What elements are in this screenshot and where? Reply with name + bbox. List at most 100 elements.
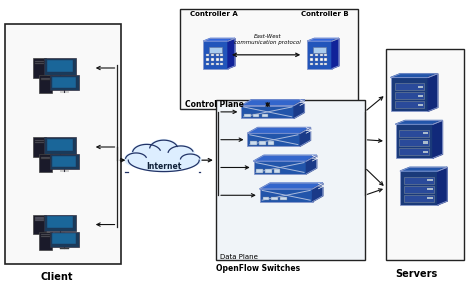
Bar bbox=[313, 47, 327, 53]
Bar bbox=[33, 58, 46, 78]
Bar bbox=[418, 86, 423, 88]
Bar bbox=[315, 59, 318, 61]
Polygon shape bbox=[203, 39, 235, 41]
Bar bbox=[55, 155, 65, 156]
Bar bbox=[35, 140, 45, 141]
Polygon shape bbox=[332, 39, 339, 69]
Bar bbox=[216, 59, 219, 61]
Bar bbox=[35, 142, 45, 143]
Bar bbox=[55, 76, 65, 77]
Bar bbox=[427, 188, 433, 190]
Text: Controller A: Controller A bbox=[190, 11, 237, 17]
Bar bbox=[244, 113, 251, 117]
Bar bbox=[52, 156, 76, 167]
Bar bbox=[47, 139, 73, 151]
Bar bbox=[259, 141, 265, 145]
Bar bbox=[52, 76, 76, 88]
Bar bbox=[310, 63, 313, 65]
Bar bbox=[47, 60, 73, 72]
Bar bbox=[216, 100, 365, 260]
Bar bbox=[41, 156, 50, 158]
Bar bbox=[41, 234, 50, 235]
Bar bbox=[50, 75, 79, 91]
Text: Servers: Servers bbox=[395, 269, 438, 279]
Bar bbox=[203, 41, 228, 69]
Bar bbox=[324, 54, 327, 56]
Bar bbox=[180, 9, 357, 109]
Bar bbox=[250, 141, 257, 145]
Bar bbox=[52, 233, 76, 244]
Bar bbox=[394, 92, 424, 99]
Bar bbox=[319, 54, 322, 56]
Bar bbox=[319, 59, 322, 61]
Bar bbox=[35, 61, 45, 62]
Bar bbox=[418, 95, 423, 97]
Bar bbox=[254, 161, 306, 174]
Bar bbox=[324, 59, 327, 61]
Bar bbox=[247, 133, 300, 146]
Text: Internet: Internet bbox=[146, 161, 182, 171]
Bar bbox=[394, 83, 424, 90]
Bar bbox=[262, 113, 268, 117]
Bar bbox=[35, 219, 45, 220]
Polygon shape bbox=[391, 74, 438, 78]
Polygon shape bbox=[306, 155, 317, 174]
Bar bbox=[315, 63, 318, 65]
Bar bbox=[308, 41, 332, 69]
Bar bbox=[44, 58, 76, 75]
Bar bbox=[256, 169, 263, 173]
Polygon shape bbox=[228, 39, 235, 69]
Bar bbox=[211, 59, 214, 61]
Bar bbox=[33, 215, 46, 234]
Bar bbox=[220, 54, 223, 56]
Polygon shape bbox=[400, 167, 447, 171]
Text: East-West
communication protocol: East-West communication protocol bbox=[234, 34, 301, 45]
Ellipse shape bbox=[180, 154, 201, 166]
Bar bbox=[241, 106, 294, 118]
Bar bbox=[422, 141, 428, 143]
Polygon shape bbox=[308, 39, 339, 41]
Bar bbox=[399, 139, 429, 146]
Bar bbox=[33, 137, 46, 157]
Bar bbox=[211, 63, 214, 65]
Polygon shape bbox=[438, 167, 447, 205]
Bar bbox=[35, 63, 45, 64]
Bar bbox=[395, 124, 433, 158]
Bar bbox=[253, 113, 259, 117]
Bar bbox=[399, 130, 429, 137]
Bar bbox=[427, 179, 433, 181]
Bar bbox=[268, 141, 274, 145]
Bar bbox=[427, 197, 433, 199]
Bar bbox=[280, 197, 287, 201]
Ellipse shape bbox=[128, 149, 199, 172]
Bar bbox=[41, 79, 50, 81]
Bar bbox=[39, 231, 52, 250]
Bar bbox=[206, 54, 209, 56]
Bar bbox=[260, 189, 312, 202]
Text: Control Plane: Control Plane bbox=[185, 100, 244, 109]
Bar bbox=[50, 231, 79, 247]
Polygon shape bbox=[247, 128, 310, 133]
Bar bbox=[310, 59, 313, 61]
Bar bbox=[211, 54, 214, 56]
Bar bbox=[422, 151, 428, 153]
Ellipse shape bbox=[167, 146, 194, 161]
Polygon shape bbox=[241, 100, 304, 106]
Bar bbox=[319, 63, 322, 65]
Bar bbox=[216, 63, 219, 65]
Bar bbox=[391, 78, 428, 111]
Polygon shape bbox=[428, 74, 438, 111]
Polygon shape bbox=[260, 183, 323, 189]
Bar bbox=[209, 47, 222, 53]
Bar bbox=[400, 171, 438, 205]
Bar bbox=[418, 104, 423, 106]
Polygon shape bbox=[433, 121, 442, 158]
Bar bbox=[404, 186, 434, 193]
Polygon shape bbox=[312, 183, 323, 202]
Bar bbox=[39, 154, 52, 172]
Bar bbox=[315, 54, 318, 56]
Bar bbox=[265, 169, 272, 173]
Bar bbox=[404, 195, 434, 202]
Bar bbox=[44, 215, 76, 231]
Bar bbox=[399, 148, 429, 155]
